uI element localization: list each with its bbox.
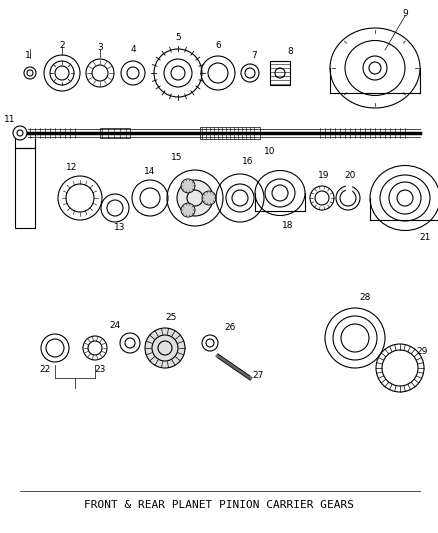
Circle shape (181, 179, 195, 193)
Text: 1: 1 (25, 51, 31, 60)
Text: 18: 18 (282, 221, 294, 230)
Bar (270, 61, 290, 85)
Text: 24: 24 (110, 321, 120, 330)
Text: 26: 26 (224, 324, 236, 333)
Text: 2: 2 (59, 41, 65, 50)
Text: 15: 15 (171, 154, 183, 163)
Text: 25: 25 (165, 313, 177, 322)
Text: 8: 8 (287, 46, 293, 55)
Bar (346, 184, 351, 192)
Bar (200, 127, 260, 139)
Text: 11: 11 (4, 115, 16, 124)
Text: 3: 3 (97, 43, 103, 52)
Text: FRONT & REAR PLANET PINION CARRIER GEARS: FRONT & REAR PLANET PINION CARRIER GEARS (84, 500, 354, 510)
Text: 29: 29 (416, 348, 427, 357)
Text: 6: 6 (215, 41, 221, 50)
Bar (15, 148, 35, 228)
Text: 13: 13 (114, 223, 126, 232)
Text: 28: 28 (359, 294, 371, 303)
Text: 16: 16 (242, 157, 254, 166)
Text: 12: 12 (66, 164, 78, 173)
Circle shape (181, 203, 195, 217)
Bar (100, 128, 130, 138)
Text: 27: 27 (252, 372, 264, 381)
Text: 10: 10 (264, 147, 276, 156)
Text: 9: 9 (402, 9, 408, 18)
Circle shape (145, 328, 185, 368)
Text: 22: 22 (39, 366, 51, 375)
Text: 4: 4 (130, 44, 136, 53)
Text: 20: 20 (344, 172, 356, 181)
Text: 21: 21 (419, 233, 431, 243)
Circle shape (177, 180, 213, 216)
Circle shape (202, 191, 216, 205)
Text: 23: 23 (94, 366, 106, 375)
Text: 19: 19 (318, 172, 330, 181)
Text: 7: 7 (251, 51, 257, 60)
Text: 5: 5 (175, 33, 181, 42)
Text: 14: 14 (144, 167, 155, 176)
